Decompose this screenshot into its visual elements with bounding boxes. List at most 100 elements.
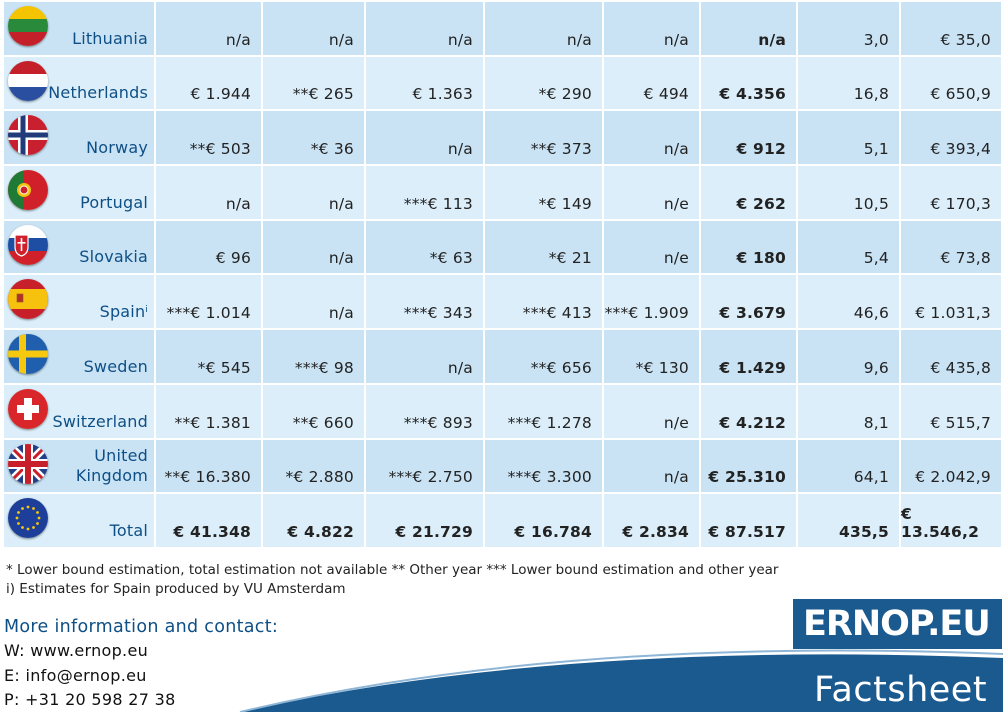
- factsheet-label: Factsheet: [814, 670, 988, 710]
- country-cell: Norway: [4, 111, 156, 167]
- total-cell: € 3.679: [701, 275, 798, 331]
- country-name: Lithuania: [72, 28, 148, 48]
- norway-flag-icon: [8, 115, 48, 156]
- value-cell: € 170,3: [901, 166, 1001, 221]
- value-cell: n/e: [604, 220, 701, 276]
- footnotes: * Lower bound estimation, total estimati…: [6, 561, 779, 599]
- table-row: Spaini ***€ 1.014 n/a ***€ 343 ***€ 413 …: [4, 275, 1001, 331]
- value-cell: 8,1: [798, 384, 901, 440]
- value-cell: € 96: [156, 220, 263, 276]
- value-cell: *€ 2.880: [263, 439, 366, 495]
- contact-email[interactable]: E: info@ernop.eu: [4, 666, 147, 685]
- value-cell: € 1.363: [366, 56, 485, 112]
- value-cell: **€ 503: [156, 111, 263, 167]
- total-cell: € 1.429: [701, 330, 798, 385]
- country-cell: Netherlands: [4, 56, 156, 112]
- value-cell: ***€ 893: [366, 384, 485, 440]
- value-cell: ***€ 98: [263, 330, 366, 385]
- value-cell: ***€ 343: [366, 275, 485, 331]
- value-cell: n/a: [156, 166, 263, 221]
- swoosh-background: [239, 649, 1003, 712]
- value-cell: **€ 656: [485, 330, 604, 385]
- contact-website[interactable]: W: www.ernop.eu: [4, 641, 149, 660]
- value-cell: € 21.729: [366, 494, 485, 549]
- value-cell: n/a: [263, 220, 366, 276]
- total-cell: € 25.310: [701, 439, 798, 495]
- value-cell: n/a: [263, 166, 366, 221]
- value-cell: € 1.944: [156, 56, 263, 112]
- value-cell: 5,1: [798, 111, 901, 167]
- total-cell: € 4.356: [701, 56, 798, 112]
- eu-flag-icon: [8, 498, 48, 539]
- slovakia-flag-icon: [8, 224, 48, 265]
- value-cell: n/a: [604, 439, 701, 495]
- total-cell: n/a: [701, 2, 798, 57]
- country-name: Switzerland: [52, 411, 148, 431]
- value-cell: ***€ 1.278: [485, 384, 604, 440]
- value-cell: € 435,8: [901, 330, 1001, 385]
- sweden-flag-icon: [8, 334, 48, 375]
- country-name: Portugal: [80, 192, 148, 212]
- lithuania-flag-icon: [8, 6, 48, 46]
- country-cell: Total: [4, 494, 156, 549]
- value-cell: 46,6: [798, 275, 901, 331]
- netherlands-flag-icon: [8, 60, 48, 101]
- value-cell: 10,5: [798, 166, 901, 221]
- country-name: United Kingdom: [75, 446, 148, 486]
- country-cell: Sweden: [4, 330, 156, 385]
- value-cell: **€ 16.380: [156, 439, 263, 495]
- value-cell: n/a: [366, 111, 485, 167]
- country-cell: Portugal: [4, 166, 156, 221]
- value-cell: *€ 545: [156, 330, 263, 385]
- value-cell: ***€ 413: [485, 275, 604, 331]
- value-cell: *€ 36: [263, 111, 366, 167]
- value-cell: ***€ 113: [366, 166, 485, 221]
- value-cell: 5,4: [798, 220, 901, 276]
- value-cell: **€ 373: [485, 111, 604, 167]
- table-row: Netherlands € 1.944 **€ 265 € 1.363 *€ 2…: [4, 56, 1001, 112]
- country-name: Norway: [86, 138, 148, 158]
- value-cell: € 41.348: [156, 494, 263, 549]
- switzerland-flag-icon: [8, 388, 48, 429]
- contact-phone: P: +31 20 598 27 38: [4, 690, 176, 709]
- value-cell: n/e: [604, 166, 701, 221]
- table-row: Lithuania n/a n/a n/a n/a n/a n/a 3,0 € …: [4, 2, 1001, 57]
- value-cell: *€ 63: [366, 220, 485, 276]
- value-cell: € 13.546,2: [901, 494, 1001, 549]
- value-cell: € 16.784: [485, 494, 604, 549]
- spain-footnote-marker: i: [145, 305, 148, 316]
- country-cell: Spaini: [4, 275, 156, 331]
- table-row: Portugal n/a n/a ***€ 113 *€ 149 n/e € 2…: [4, 166, 1001, 221]
- value-cell: € 393,4: [901, 111, 1001, 167]
- country-name: Slovakia: [79, 247, 148, 267]
- country-name: Netherlands: [48, 83, 148, 103]
- logo-text: ERNOP.EU: [803, 604, 991, 644]
- value-cell: € 73,8: [901, 220, 1001, 276]
- value-cell: n/e: [604, 384, 701, 440]
- value-cell: 3,0: [798, 2, 901, 57]
- value-cell: € 515,7: [901, 384, 1001, 440]
- ernop-logo: ERNOP.EU: [793, 599, 1002, 649]
- table-row-total: Total € 41.348 € 4.822 € 21.729 € 16.784…: [4, 494, 1001, 549]
- spain-flag-icon: [8, 279, 48, 320]
- total-cell: € 180: [701, 220, 798, 276]
- value-cell: € 2.834: [604, 494, 701, 549]
- value-cell: **€ 1.381: [156, 384, 263, 440]
- total-cell: € 912: [701, 111, 798, 167]
- value-cell: n/a: [263, 275, 366, 331]
- value-cell: **€ 660: [263, 384, 366, 440]
- value-cell: n/a: [366, 330, 485, 385]
- value-cell: n/a: [156, 2, 263, 57]
- cost-table: Lithuania n/a n/a n/a n/a n/a n/a 3,0 € …: [4, 2, 1001, 549]
- value-cell: *€ 149: [485, 166, 604, 221]
- value-cell: *€ 130: [604, 330, 701, 385]
- value-cell: *€ 290: [485, 56, 604, 112]
- country-cell: Switzerland: [4, 384, 156, 440]
- footnote-line: i) Estimates for Spain produced by VU Am…: [6, 581, 346, 597]
- country-cell: Lithuania: [4, 2, 156, 57]
- value-cell: n/a: [366, 2, 485, 57]
- value-cell: 64,1: [798, 439, 901, 495]
- table-row: United Kingdom **€ 16.380 *€ 2.880 ***€ 2…: [4, 439, 1001, 495]
- value-cell: € 494: [604, 56, 701, 112]
- value-cell: **€ 265: [263, 56, 366, 112]
